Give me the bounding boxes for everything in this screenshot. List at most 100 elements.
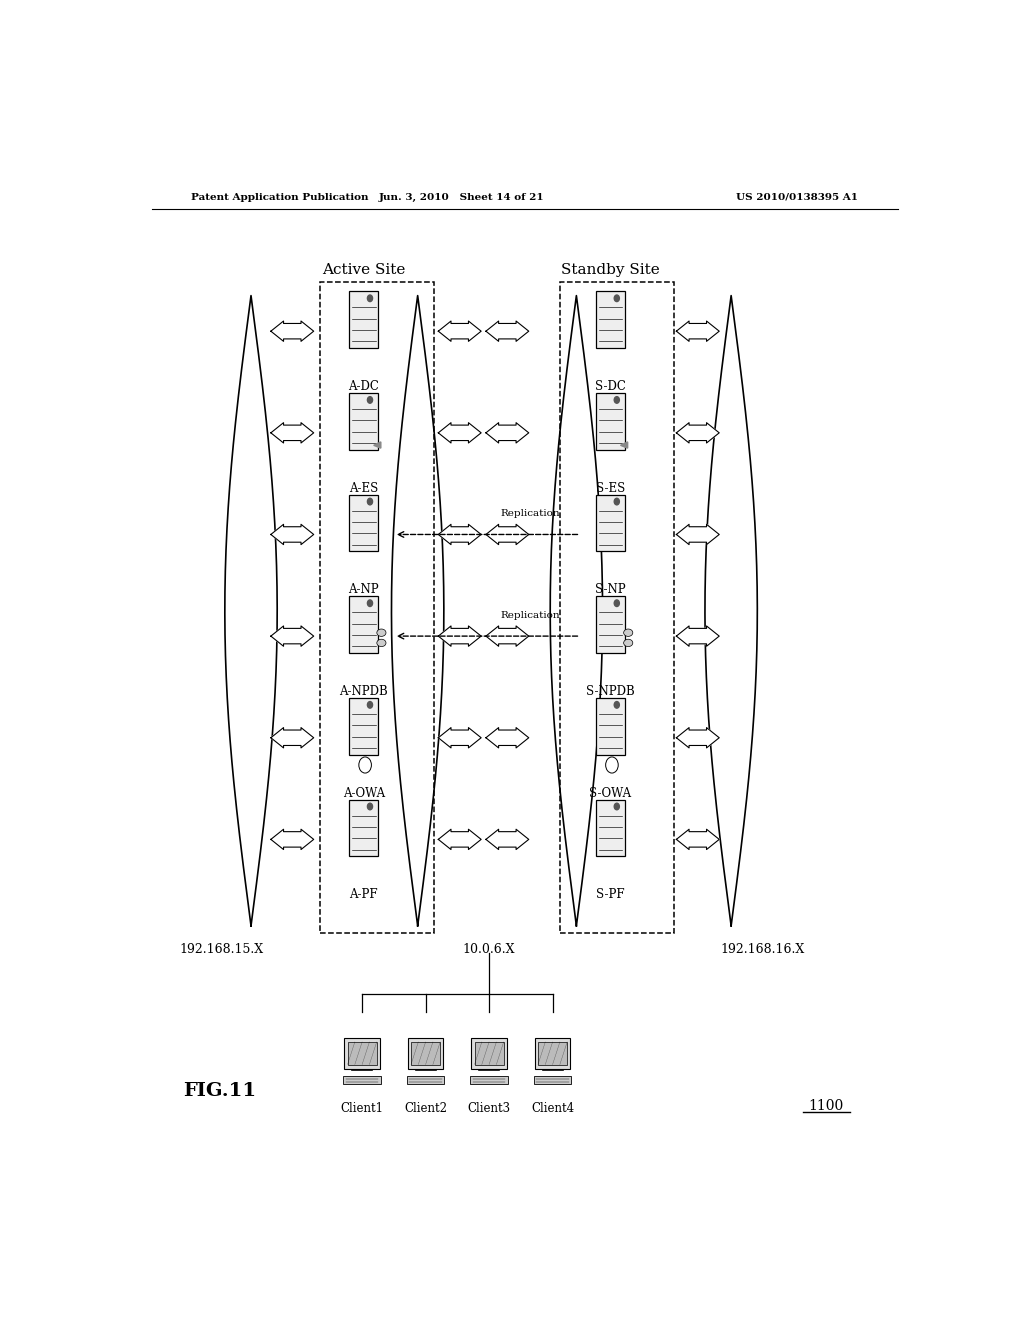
Text: Standby Site: Standby Site — [561, 263, 659, 277]
Bar — [349, 393, 378, 450]
Polygon shape — [486, 829, 528, 850]
Polygon shape — [270, 524, 313, 545]
Bar — [596, 495, 625, 552]
Circle shape — [368, 701, 373, 708]
Bar — [349, 698, 378, 755]
Text: 1100: 1100 — [809, 1098, 844, 1113]
Polygon shape — [438, 524, 481, 545]
Polygon shape — [391, 296, 443, 925]
Polygon shape — [486, 524, 528, 545]
Ellipse shape — [624, 630, 633, 636]
Circle shape — [614, 701, 620, 708]
Bar — [596, 698, 625, 755]
Polygon shape — [270, 626, 313, 647]
Bar — [349, 800, 378, 857]
Bar — [535, 1038, 570, 1069]
Bar — [407, 1076, 444, 1084]
Text: A-NPDB: A-NPDB — [339, 685, 388, 698]
Polygon shape — [438, 829, 481, 850]
Circle shape — [368, 498, 373, 504]
Bar — [411, 1041, 440, 1064]
Text: Client3: Client3 — [468, 1102, 511, 1114]
Circle shape — [614, 498, 620, 504]
Polygon shape — [677, 524, 719, 545]
Ellipse shape — [377, 630, 386, 636]
Text: S-OWA: S-OWA — [590, 787, 632, 800]
Text: Replication: Replication — [501, 611, 560, 620]
Polygon shape — [677, 626, 719, 647]
Bar — [349, 597, 378, 653]
Text: S-PF: S-PF — [596, 888, 625, 902]
Text: A-PF: A-PF — [349, 888, 378, 902]
Polygon shape — [677, 321, 719, 342]
Text: Client4: Client4 — [531, 1102, 574, 1114]
Text: S-NPDB: S-NPDB — [586, 685, 635, 698]
Bar — [560, 282, 674, 933]
Polygon shape — [270, 422, 313, 444]
Ellipse shape — [377, 639, 386, 647]
Text: Active Site: Active Site — [322, 263, 406, 277]
Text: Client1: Client1 — [341, 1102, 384, 1114]
Circle shape — [368, 294, 373, 301]
Bar — [349, 292, 378, 348]
Bar — [321, 282, 434, 933]
Polygon shape — [677, 727, 719, 748]
Text: Patent Application Publication: Patent Application Publication — [191, 193, 369, 202]
Text: US 2010/0138395 A1: US 2010/0138395 A1 — [736, 193, 858, 202]
Ellipse shape — [624, 639, 633, 647]
Bar — [347, 1041, 377, 1064]
Text: S-NP: S-NP — [595, 583, 626, 597]
Text: A-OWA: A-OWA — [343, 787, 385, 800]
Circle shape — [368, 396, 373, 403]
Bar — [349, 495, 378, 552]
Text: 10.0.6.X: 10.0.6.X — [463, 942, 515, 956]
Text: Jun. 3, 2010   Sheet 14 of 21: Jun. 3, 2010 Sheet 14 of 21 — [379, 193, 544, 202]
Circle shape — [368, 803, 373, 809]
Text: Client2: Client2 — [404, 1102, 447, 1114]
Text: A-ES: A-ES — [349, 482, 378, 495]
Polygon shape — [270, 727, 313, 748]
Polygon shape — [270, 829, 313, 850]
Polygon shape — [677, 829, 719, 850]
Polygon shape — [374, 442, 381, 449]
Circle shape — [614, 396, 620, 403]
Text: FIG.11: FIG.11 — [182, 1082, 256, 1101]
Polygon shape — [438, 727, 481, 748]
Text: S-DC: S-DC — [595, 380, 626, 393]
Text: 192.168.16.X: 192.168.16.X — [721, 942, 805, 956]
Circle shape — [614, 599, 620, 606]
Bar — [408, 1038, 443, 1069]
Circle shape — [358, 756, 372, 774]
Bar — [344, 1038, 380, 1069]
Circle shape — [605, 756, 618, 774]
Text: A-DC: A-DC — [348, 380, 379, 393]
Bar — [534, 1076, 571, 1084]
Polygon shape — [486, 626, 528, 647]
Polygon shape — [486, 321, 528, 342]
Bar — [538, 1041, 567, 1064]
Polygon shape — [438, 321, 481, 342]
Bar — [596, 393, 625, 450]
Polygon shape — [438, 626, 481, 647]
Bar — [596, 292, 625, 348]
Polygon shape — [550, 296, 602, 925]
Circle shape — [614, 803, 620, 809]
Bar — [474, 1041, 504, 1064]
Bar — [596, 800, 625, 857]
Circle shape — [614, 294, 620, 301]
Polygon shape — [438, 422, 481, 444]
Bar — [471, 1038, 507, 1069]
Text: Replication: Replication — [501, 510, 560, 519]
Polygon shape — [677, 422, 719, 444]
Polygon shape — [621, 442, 628, 449]
Text: A-NP: A-NP — [348, 583, 379, 597]
Polygon shape — [486, 727, 528, 748]
Bar — [596, 597, 625, 653]
Circle shape — [368, 599, 373, 606]
Text: S-ES: S-ES — [596, 482, 625, 495]
Polygon shape — [705, 296, 758, 925]
Polygon shape — [225, 296, 278, 925]
Polygon shape — [486, 422, 528, 444]
Bar — [470, 1076, 508, 1084]
Text: 192.168.15.X: 192.168.15.X — [179, 942, 264, 956]
